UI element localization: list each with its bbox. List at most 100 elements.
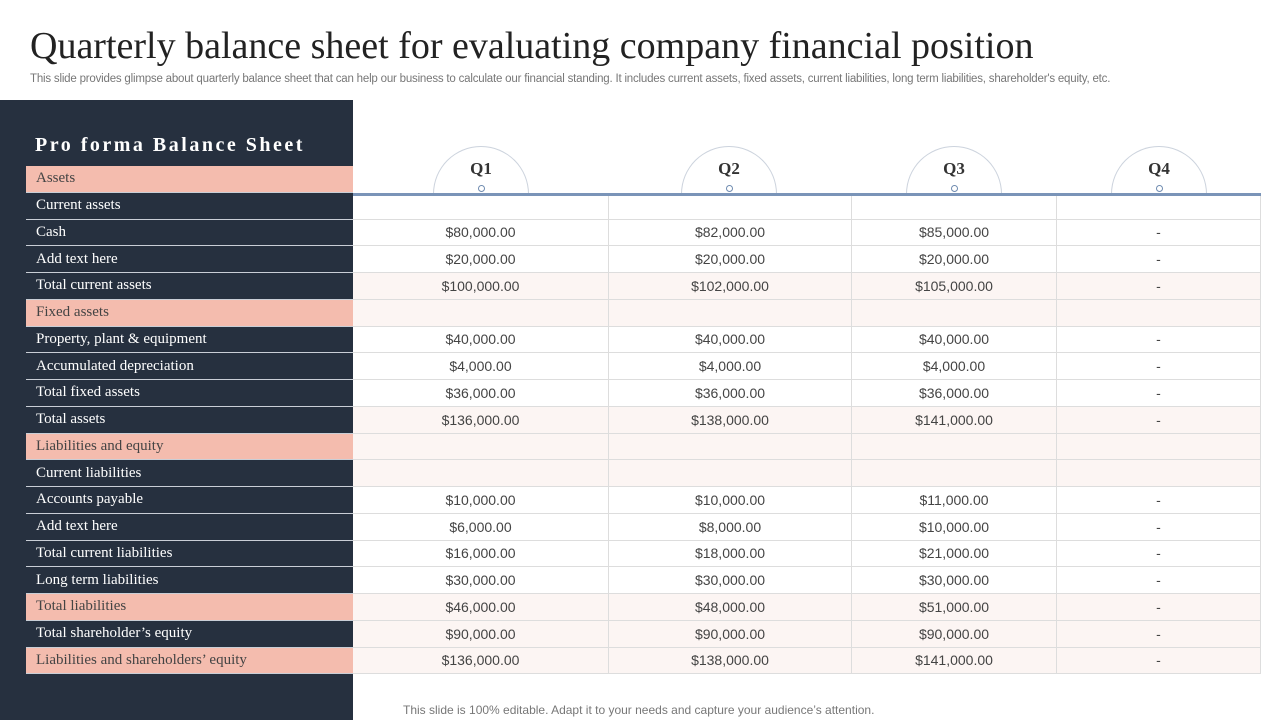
- value-cell: [353, 433, 609, 461]
- value-cell: -: [1057, 513, 1261, 541]
- value-cell: $30,000.00: [852, 567, 1057, 594]
- value-cell: -: [1057, 647, 1261, 675]
- value-cell: $80,000.00: [353, 219, 609, 247]
- value-cell: $10,000.00: [852, 513, 1057, 541]
- row-label: Total shareholder’s equity: [26, 620, 353, 648]
- value-cell: -: [1057, 540, 1261, 568]
- row-label: Assets: [26, 166, 353, 193]
- value-cell: $36,000.00: [852, 380, 1057, 407]
- value-cell: $48,000.00: [609, 594, 852, 621]
- value-cell: -: [1057, 246, 1261, 273]
- value-cell: -: [1057, 567, 1261, 594]
- subtitle: This slide provides glimpse about quarte…: [30, 73, 1111, 85]
- row-label: Add text here: [26, 246, 353, 273]
- value-cell: $20,000.00: [609, 246, 852, 273]
- row-label: Property, plant & equipment: [26, 326, 353, 354]
- value-cell: [353, 460, 609, 487]
- value-cell: $20,000.00: [852, 246, 1057, 273]
- value-cell: [1057, 196, 1261, 220]
- value-cell: [852, 460, 1057, 487]
- row-label: Total liabilities: [26, 594, 353, 621]
- value-cell: $10,000.00: [353, 487, 609, 514]
- header-dot: [477, 185, 485, 192]
- value-cell: [353, 299, 609, 327]
- value-cell: $30,000.00: [609, 567, 852, 594]
- value-cell: $40,000.00: [609, 326, 852, 354]
- row-label: Liabilities and shareholders’ equity: [26, 647, 353, 675]
- value-cell: -: [1057, 620, 1261, 648]
- value-cell: $11,000.00: [852, 487, 1057, 514]
- value-cell: [852, 196, 1057, 220]
- row-label: Total current liabilities: [26, 540, 353, 568]
- value-cell: $40,000.00: [353, 326, 609, 354]
- value-cell: $138,000.00: [609, 406, 852, 434]
- value-cell: -: [1057, 353, 1261, 380]
- row-label: Total fixed assets: [26, 380, 353, 407]
- value-cell: $6,000.00: [353, 513, 609, 541]
- value-cell: [609, 460, 852, 487]
- row-label: Long term liabilities: [26, 567, 353, 594]
- value-cell: -: [1057, 594, 1261, 621]
- footer-note: This slide is 100% editable. Adapt it to…: [403, 703, 875, 717]
- row-label: Fixed assets: [26, 299, 353, 327]
- value-cell: -: [1057, 273, 1261, 300]
- value-cell: $36,000.00: [353, 380, 609, 407]
- row-label: Accounts payable: [26, 487, 353, 514]
- value-cell: $141,000.00: [852, 647, 1057, 675]
- row-label: Total assets: [26, 406, 353, 434]
- value-cell: [609, 196, 852, 220]
- value-cell: [1057, 299, 1261, 327]
- row-label: Current liabilities: [26, 460, 353, 487]
- value-cell: $82,000.00: [609, 219, 852, 247]
- value-cell: [852, 433, 1057, 461]
- value-cell: $90,000.00: [353, 620, 609, 648]
- value-cell: $18,000.00: [609, 540, 852, 568]
- value-cell: -: [1057, 380, 1261, 407]
- value-cell: -: [1057, 326, 1261, 354]
- row-label: Total current assets: [26, 273, 353, 300]
- value-cell: $4,000.00: [609, 353, 852, 380]
- value-cell: $100,000.00: [353, 273, 609, 300]
- value-cell: $138,000.00: [609, 647, 852, 675]
- header-dot: [950, 185, 958, 192]
- row-label: Add text here: [26, 513, 353, 541]
- value-cell: -: [1057, 219, 1261, 247]
- value-cell: $105,000.00: [852, 273, 1057, 300]
- value-cell: $21,000.00: [852, 540, 1057, 568]
- value-cell: $36,000.00: [609, 380, 852, 407]
- row-label: Liabilities and equity: [26, 433, 353, 461]
- table-title: Pro forma Balance Sheet: [35, 134, 305, 156]
- value-cell: [1057, 433, 1261, 461]
- header-dot: [725, 185, 733, 192]
- row-label: Cash: [26, 219, 353, 247]
- value-cell: $10,000.00: [609, 487, 852, 514]
- value-cell: $40,000.00: [852, 326, 1057, 354]
- header-rule: [353, 193, 1261, 196]
- value-cell: -: [1057, 487, 1261, 514]
- value-cell: -: [1057, 406, 1261, 434]
- value-cell: [1057, 460, 1261, 487]
- value-cell: [609, 299, 852, 327]
- value-cell: [609, 433, 852, 461]
- value-cell: $51,000.00: [852, 594, 1057, 621]
- value-cell: $90,000.00: [609, 620, 852, 648]
- value-cell: $4,000.00: [353, 353, 609, 380]
- row-label: Accumulated depreciation: [26, 353, 353, 380]
- row-label: Current assets: [26, 192, 353, 220]
- value-cell: $20,000.00: [353, 246, 609, 273]
- value-cell: $8,000.00: [609, 513, 852, 541]
- value-cell: $141,000.00: [852, 406, 1057, 434]
- title: Quarterly balance sheet for evaluating c…: [30, 25, 1034, 67]
- value-cell: [353, 196, 609, 220]
- value-cell: $90,000.00: [852, 620, 1057, 648]
- value-cell: $4,000.00: [852, 353, 1057, 380]
- value-cell: $85,000.00: [852, 219, 1057, 247]
- value-cell: $136,000.00: [353, 647, 609, 675]
- value-cell: $46,000.00: [353, 594, 609, 621]
- value-cell: $16,000.00: [353, 540, 609, 568]
- value-cell: $102,000.00: [609, 273, 852, 300]
- header-dot: [1155, 185, 1163, 192]
- value-cell: [852, 299, 1057, 327]
- value-cell: $136,000.00: [353, 406, 609, 434]
